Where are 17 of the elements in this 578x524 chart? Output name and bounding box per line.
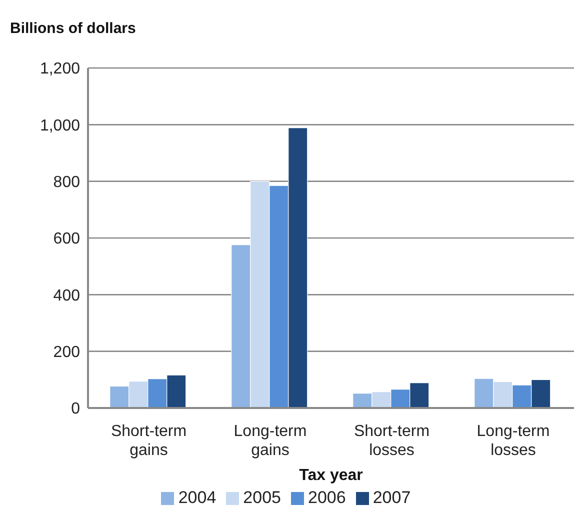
x-tick-label: Long-term losses [476,423,550,459]
x-axis-title: Tax year [299,467,363,484]
y-tick-label: 800 [53,174,80,192]
y-tick-label: 400 [53,287,80,304]
y-tick-label: 0 [71,400,80,418]
x-tick-label: Short-term losses [354,423,430,459]
legend-label: 2006 [308,488,346,507]
x-tick-label: Long-term gains [234,423,307,459]
y-tick-label: 1,200 [40,60,80,78]
y-tick-label: 600 [53,230,80,248]
legend-label: 2004 [178,488,216,507]
y-axis-title: Billions of dollars [10,20,136,37]
y-tick-label: 1,000 [40,117,80,134]
legend-label: 2005 [243,488,281,507]
x-tick-label: Short-term gains [110,423,187,459]
y-tick-label: 200 [53,344,80,362]
legend-label: 2007 [372,488,411,507]
